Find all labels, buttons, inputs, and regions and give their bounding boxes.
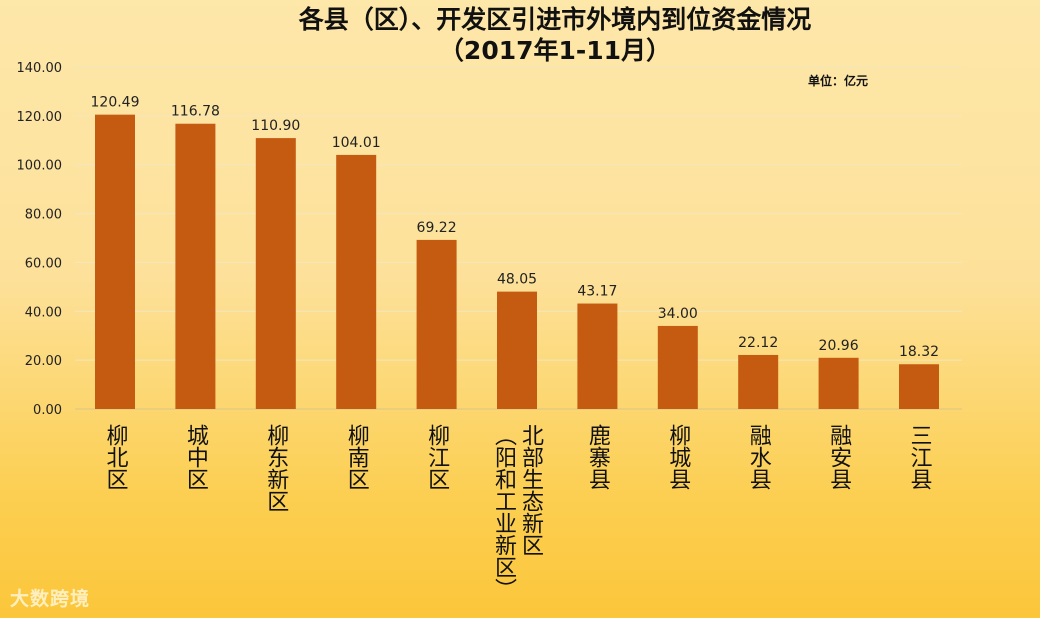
- x-category-label: 柳江区: [424, 424, 450, 490]
- data-label: 20.96: [819, 338, 859, 354]
- bar: [818, 357, 859, 409]
- bar: [416, 239, 457, 409]
- bar: [497, 291, 537, 409]
- chart-title: 各县（区）、开发区引进市外境内到位资金情况 （2017年1-11月）: [0, 4, 1040, 66]
- bar: [255, 138, 296, 409]
- x-category-label: 柳城县: [665, 424, 691, 490]
- bar: [899, 364, 939, 409]
- bar: [577, 303, 618, 409]
- y-tick-label: 40.00: [25, 305, 62, 320]
- x-category-label: 柳南区: [343, 424, 369, 490]
- y-tick-label: 0.00: [33, 403, 62, 418]
- y-tick-label: 120.00: [17, 110, 63, 125]
- data-label: 34.00: [658, 306, 698, 322]
- y-tick-label: 140.00: [17, 61, 63, 76]
- data-label: 48.05: [497, 272, 537, 288]
- y-tick-label: 100.00: [17, 159, 63, 174]
- x-category-label: 三江县: [906, 424, 932, 490]
- x-category-label: 融水县: [745, 424, 771, 490]
- bar: [336, 154, 377, 409]
- data-label: 120.49: [91, 95, 140, 111]
- y-tick-label: 80.00: [25, 208, 62, 223]
- y-tick-label: 60.00: [25, 256, 62, 271]
- y-tick-label: 20.00: [25, 354, 62, 369]
- data-label: 18.32: [899, 344, 939, 360]
- x-category-label: 城中区: [182, 424, 208, 490]
- data-label: 104.01: [332, 135, 381, 151]
- data-label: 22.12: [738, 335, 778, 351]
- title-line: 各县（区）、开发区引进市外境内到位资金情况: [298, 5, 812, 34]
- x-category-label: 柳东新区: [263, 424, 289, 512]
- subtitle-line: （2017年1-11月）: [438, 36, 672, 65]
- data-label: 110.90: [251, 118, 300, 134]
- x-category-label: 融安县: [826, 424, 852, 490]
- watermark-logo: 大数跨境: [10, 588, 91, 610]
- bar: [657, 325, 698, 409]
- x-category-label: 鹿寨县: [584, 424, 610, 490]
- bar: [175, 123, 216, 409]
- x-category-label: 柳北区: [102, 424, 128, 490]
- bar: [95, 114, 135, 409]
- unit-label: 单位：亿元: [808, 74, 869, 88]
- data-label: 69.22: [417, 220, 457, 236]
- x-category-label: 北部生态新区 （阳和工业新区）: [491, 424, 543, 600]
- data-label: 116.78: [171, 104, 220, 120]
- bar: [738, 354, 779, 409]
- data-label: 43.17: [577, 284, 617, 300]
